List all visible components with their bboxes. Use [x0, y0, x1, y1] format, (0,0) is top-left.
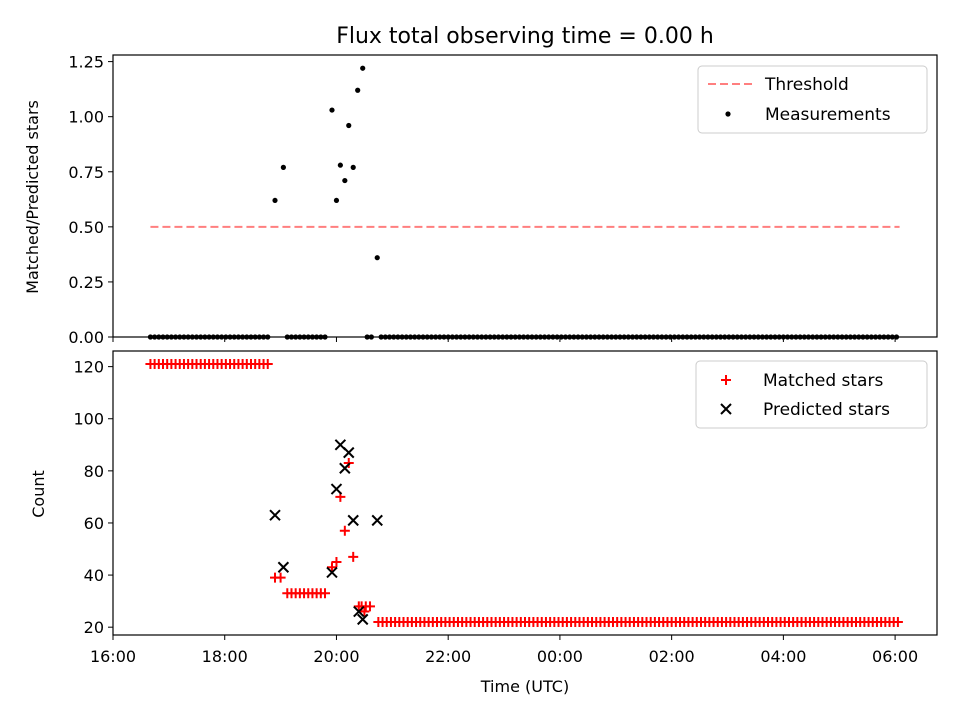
measurement-point: [280, 164, 286, 170]
predicted-star-point: [277, 561, 290, 573]
ratio-y-tick-label: 0.25: [68, 273, 104, 292]
legend-threshold-label: Threshold: [764, 75, 849, 95]
count-y-tick-label: 120: [73, 358, 104, 377]
legend-measurement-swatch: [725, 111, 731, 117]
count-y-axis-label: Count: [29, 470, 48, 518]
ratio-y-axis-label: Matched/Predicted stars: [23, 100, 42, 294]
ratio-y-tick-label: 0.00: [68, 328, 104, 347]
count-plot: 20 40 60 80 100 120 16:00 18:00 20:00 22:00 00:00 0…: [73, 350, 938, 666]
matched-star-point: [331, 557, 342, 568]
predicted-star-point: [353, 605, 365, 618]
count-y-tick-label: 100: [73, 410, 104, 429]
time-x-tick-label: 04:00: [760, 647, 806, 666]
predicted-star-point: [269, 509, 281, 521]
measurement-point: [337, 162, 343, 168]
measurement-point: [329, 107, 335, 113]
measurement-point: [374, 255, 380, 261]
matched-star-point: [275, 572, 286, 583]
count-y-tick-label: 80: [84, 462, 104, 481]
measurement-point: [360, 65, 366, 71]
ratio-y-tick-label: 0.50: [68, 218, 104, 237]
ratio-legend: Threshold Measurements: [697, 65, 928, 134]
matched-star-point: [359, 606, 370, 617]
measurement-point: [350, 164, 356, 170]
matched-star-point: [348, 551, 359, 562]
legend-measurement-label: Measurements: [765, 105, 891, 125]
measurement-point: [346, 122, 352, 129]
predicted-star-point: [357, 613, 369, 626]
predicted-star-point: [339, 462, 351, 474]
time-x-tick-label: 22:00: [425, 647, 471, 666]
time-x-tick-label: 02:00: [649, 647, 695, 666]
time-x-tick-label: 20:00: [313, 647, 359, 666]
count-legend-box: [695, 360, 928, 429]
ratio-plot-frame: [112, 54, 938, 338]
legend-predicted-label: Predicted stars: [763, 400, 890, 420]
ratio-y-tick-label: 1.25: [68, 53, 104, 72]
count-y-tick-label: 40: [84, 566, 104, 585]
matched-star-point: [320, 588, 331, 599]
time-x-tick-label: 06:00: [872, 647, 918, 666]
chart-title: Flux total observing time = 0.00 h: [336, 24, 714, 49]
count-y-tick-label: 20: [84, 618, 104, 637]
time-x-tick-label: 16:00: [90, 647, 136, 666]
measurement-point: [342, 177, 348, 184]
predicted-star-point: [326, 566, 338, 579]
ratio-y-tick-label: 0.75: [68, 163, 104, 182]
time-x-tick-label: 18:00: [202, 647, 248, 666]
measurement-point: [355, 87, 361, 93]
count-plot-frame: [112, 350, 938, 636]
predicted-star-point: [347, 514, 359, 527]
predicted-star-point: [371, 514, 383, 527]
ratio-legend-box: [697, 65, 928, 134]
time-x-axis-label: Time (UTC): [480, 677, 569, 696]
count-y-tick-label: 60: [84, 514, 104, 533]
time-x-tick-label: 00:00: [537, 647, 583, 666]
ratio-plot: 0.00 0.25 0.50 0.75 1.00 1.25 Threshold Measure…: [68, 53, 938, 347]
legend-matched-label: Matched stars: [763, 371, 883, 391]
measurement-point: [333, 197, 340, 204]
matched-star-point: [364, 601, 375, 612]
matched-star-point: [262, 359, 273, 370]
count-legend: Matched stars Predicted stars: [695, 360, 928, 429]
legend-matched-swatch: [721, 375, 731, 385]
predicted-star-point: [330, 483, 343, 495]
matched-star-point: [326, 562, 337, 573]
matched-star-point: [892, 616, 903, 627]
predicted-star-point: [343, 446, 355, 459]
measurement-point: [272, 197, 278, 204]
ratio-y-tick-label: 1.00: [68, 108, 104, 127]
legend-predicted-swatch: [720, 403, 732, 415]
matched-star-point: [339, 525, 350, 536]
